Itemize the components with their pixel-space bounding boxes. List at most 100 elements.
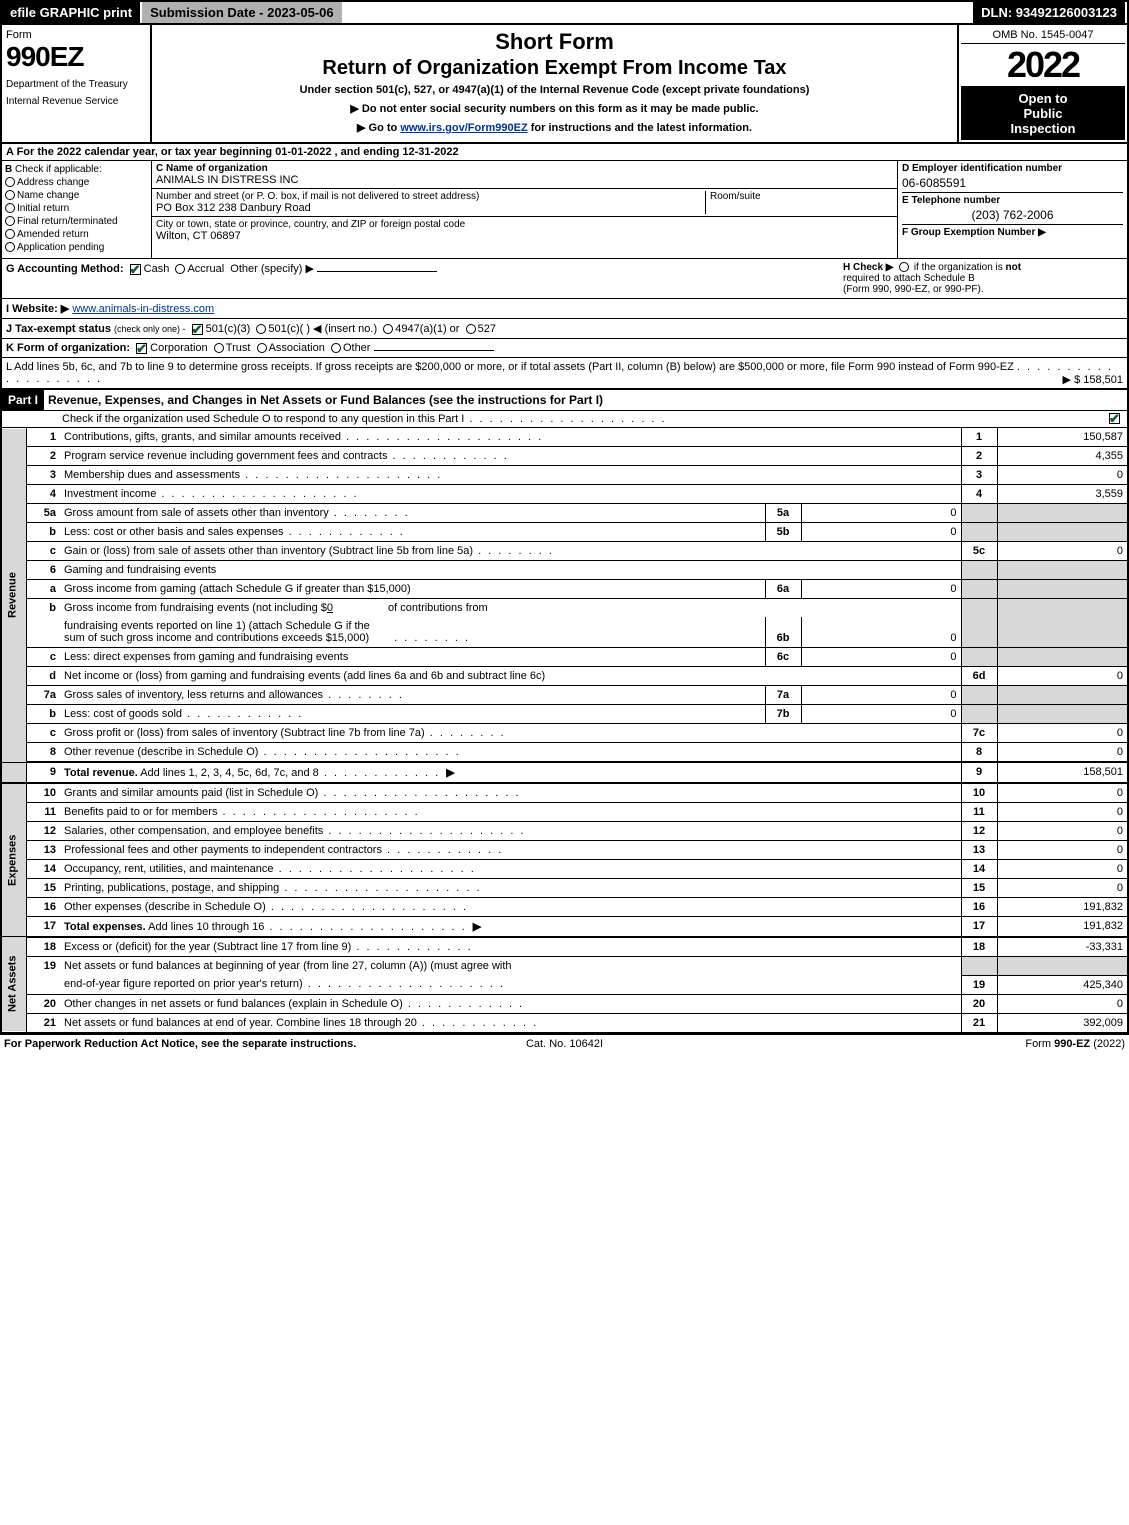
line-14-rn: 14 [961,860,997,879]
line-12-desc: Salaries, other compensation, and employ… [60,822,961,841]
line-9-desc: Total revenue. Add lines 1, 2, 3, 4, 5c,… [60,762,961,783]
line-2-desc: Program service revenue including govern… [60,447,961,466]
street-value: PO Box 312 238 Danbury Road [156,202,311,214]
4947-radio[interactable] [383,324,393,334]
line-10-num: 10 [26,783,60,803]
line-20-num: 20 [26,994,60,1013]
line-20-desc: Other changes in net assets or fund bala… [60,994,961,1013]
line-15-rn: 15 [961,879,997,898]
corporation-checkbox[interactable] [136,343,147,354]
org-name: ANIMALS IN DISTRESS INC [156,174,298,186]
schedule-o-checkbox[interactable] [1109,413,1120,424]
application-pending-check[interactable]: Application pending [5,242,148,253]
revenue-total-side [2,762,26,783]
cash-checkbox[interactable] [130,264,141,275]
accounting-method-label: G Accounting Method: [6,263,124,275]
h-text2: required to attach Schedule B [843,273,975,284]
part1-label: Part I [2,390,44,410]
row-a-calendar-year: A For the 2022 calendar year, or tax yea… [2,144,1127,161]
line-17-num: 17 [26,917,60,938]
line-19-shade-val [997,957,1127,976]
other-org-radio[interactable] [331,343,341,353]
room-suite-label: Room/suite [710,191,761,202]
website-link[interactable]: www.animals-in-distress.com [72,303,214,315]
line-5c-desc: Gain or (loss) from sale of assets other… [60,542,961,561]
irs-link[interactable]: www.irs.gov/Form990EZ [400,122,527,134]
line-6a-shade-val [997,580,1127,599]
h-radio[interactable] [899,262,909,272]
line-16-desc: Other expenses (describe in Schedule O) [60,898,961,917]
ein-label: D Employer identification number [902,163,1123,174]
check-if-applicable: Check if applicable: [15,164,102,175]
association-radio[interactable] [257,343,267,353]
line-6c-sn: 6c [765,648,801,667]
line-3-desc: Membership dues and assessments [60,466,961,485]
line-13-rn: 13 [961,841,997,860]
line-6-shade-val [997,561,1127,580]
row-g-h: G Accounting Method: Cash Accrual Other … [2,259,1127,299]
address-change-check[interactable]: Address change [5,177,148,188]
line-7a-shade [961,686,997,705]
line-10-desc: Grants and similar amounts paid (list in… [60,783,961,803]
line-5c-val: 0 [997,542,1127,561]
line-10-rn: 10 [961,783,997,803]
527-radio[interactable] [466,324,476,334]
amended-return-check[interactable]: Amended return [5,229,148,240]
final-return-check[interactable]: Final return/terminated [5,216,148,227]
line-15-desc: Printing, publications, postage, and shi… [60,879,961,898]
cat-no: Cat. No. 10642I [378,1038,752,1050]
accrual-radio[interactable] [175,264,185,274]
501c-radio[interactable] [256,324,266,334]
row-k: K Form of organization: Corporation Trus… [2,339,1127,358]
other-org-label: Other [343,342,371,354]
line-1-val: 150,587 [997,428,1127,447]
efile-print-button[interactable]: efile GRAPHIC print [2,2,142,23]
revenue-side-label: Revenue [2,428,26,762]
website-label: I Website: ▶ [6,303,69,315]
line-20-rn: 20 [961,994,997,1013]
line-15-val: 0 [997,879,1127,898]
line-7b-desc: Less: cost of goods sold [60,705,765,724]
line-7a-num: 7a [26,686,60,705]
part1-header-row: Part I Revenue, Expenses, and Changes in… [2,390,1127,411]
line-5c-num: c [26,542,60,561]
line-12-val: 0 [997,822,1127,841]
other-specify-input[interactable] [317,271,437,272]
line-14-desc: Occupancy, rent, utilities, and maintena… [60,860,961,879]
irs-label: Internal Revenue Service [6,96,146,107]
name-change-check[interactable]: Name change [5,190,148,201]
telephone-label: E Telephone number [902,192,1123,206]
other-org-input[interactable] [374,350,494,351]
line-6a-desc: Gross income from gaming (attach Schedul… [60,580,765,599]
part1-title: Revenue, Expenses, and Changes in Net As… [48,393,603,407]
line-17-val: 191,832 [997,917,1127,938]
top-bar: efile GRAPHIC print Submission Date - 20… [2,2,1127,25]
line-6b-shade-val [997,599,1127,648]
goto-suffix: for instructions and the latest informat… [528,122,752,134]
501c3-label: 501(c)(3) [206,323,251,335]
line-4-num: 4 [26,485,60,504]
line-11-num: 11 [26,803,60,822]
expenses-side-label: Expenses [2,783,26,937]
line-5b-sn: 5b [765,523,801,542]
line-3-rn: 3 [961,466,997,485]
line-18-val: -33,331 [997,937,1127,957]
line-6d-num: d [26,667,60,686]
501c-label: 501(c)( ) [268,323,310,335]
line-6b-sn: 6b [765,617,801,648]
trust-radio[interactable] [214,343,224,353]
part1-table: Revenue 1 Contributions, gifts, grants, … [2,428,1127,1033]
line-5a-sn: 5a [765,504,801,523]
line-6b-shade [961,599,997,648]
line-7a-sv: 0 [801,686,961,705]
schedule-o-text: Check if the organization used Schedule … [62,413,464,425]
501c3-checkbox[interactable] [192,324,203,335]
initial-return-check[interactable]: Initial return [5,203,148,214]
schedule-o-check-row: Check if the organization used Schedule … [2,411,1127,428]
line-6d-desc: Net income or (loss) from gaming and fun… [60,667,961,686]
line-5b-shade-val [997,523,1127,542]
line-7c-num: c [26,724,60,743]
line-21-desc: Net assets or fund balances at end of ye… [60,1013,961,1032]
line-9-num: 9 [26,762,60,783]
h-text3: (Form 990, 990-EZ, or 990-PF). [843,284,984,295]
